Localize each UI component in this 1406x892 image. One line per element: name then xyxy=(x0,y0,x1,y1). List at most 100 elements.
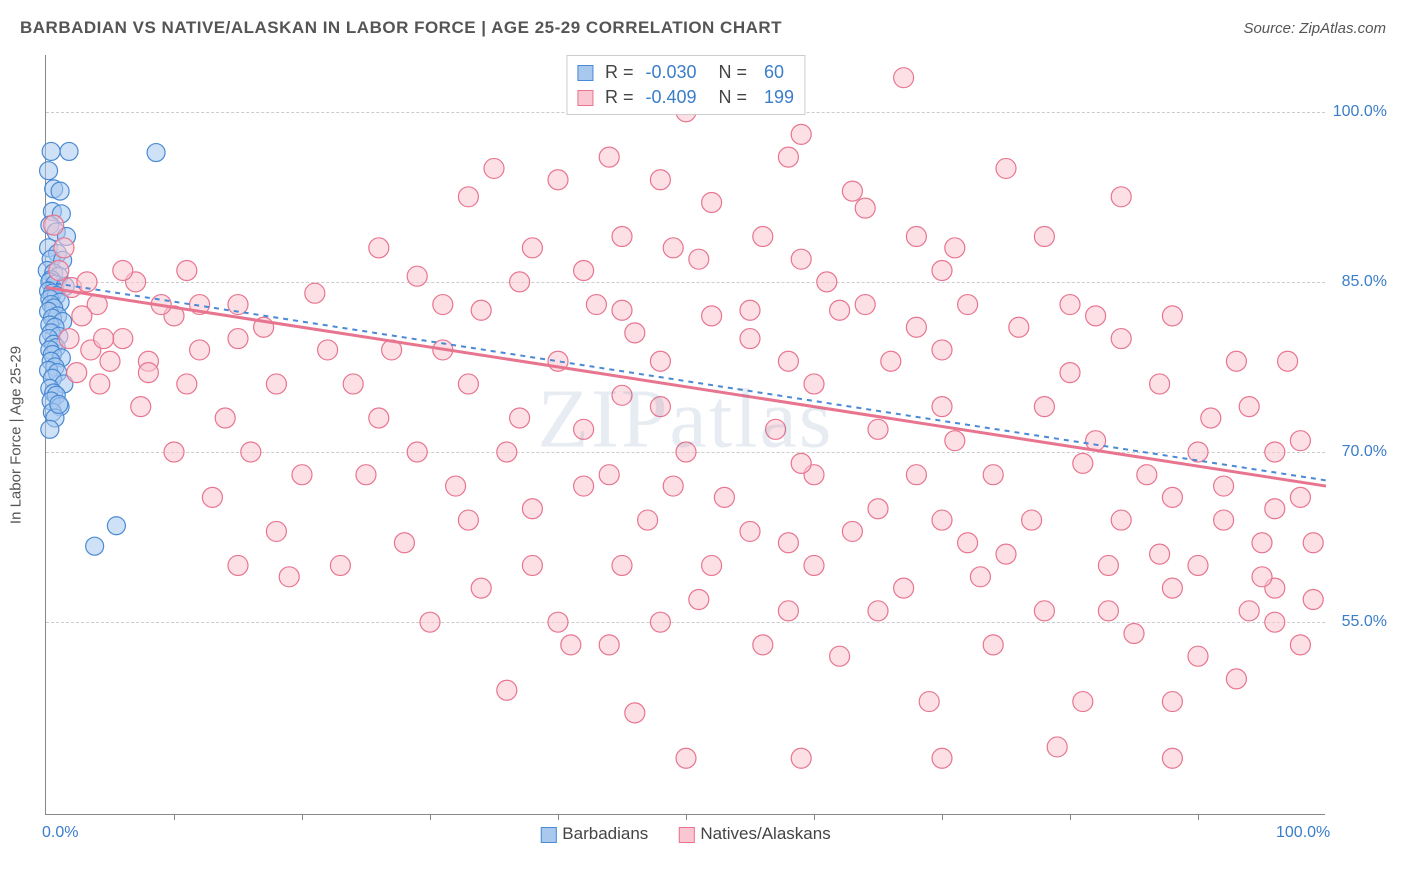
x-tick-mark xyxy=(1198,814,1199,820)
data-point xyxy=(983,635,1003,655)
legend-r-value: -0.409 xyxy=(645,85,696,110)
data-point xyxy=(1162,306,1182,326)
data-point xyxy=(932,261,952,281)
data-point xyxy=(1214,510,1234,530)
data-point xyxy=(40,162,58,180)
x-tick-mark xyxy=(686,814,687,820)
data-point xyxy=(292,465,312,485)
data-point xyxy=(778,147,798,167)
data-point xyxy=(147,144,165,162)
data-point xyxy=(113,261,133,281)
data-point xyxy=(945,431,965,451)
data-point xyxy=(51,182,69,200)
y-tick-label: 85.0% xyxy=(1342,273,1387,291)
x-tick-mark xyxy=(430,814,431,820)
data-point xyxy=(791,748,811,768)
data-point xyxy=(1214,476,1234,496)
data-point xyxy=(599,465,619,485)
data-point xyxy=(676,442,696,462)
data-point xyxy=(497,680,517,700)
data-point xyxy=(702,192,722,212)
legend-stats-row: R = -0.409 N = 199 xyxy=(577,85,794,110)
y-tick-label: 55.0% xyxy=(1342,613,1387,631)
data-point xyxy=(1265,612,1285,632)
data-point xyxy=(663,476,683,496)
data-point xyxy=(906,317,926,337)
data-point xyxy=(791,249,811,269)
data-point xyxy=(663,238,683,258)
bottom-legend-label: Barbadians xyxy=(562,824,648,843)
x-tick-mark xyxy=(302,814,303,820)
data-point xyxy=(1073,692,1093,712)
chart-title: BARBADIAN VS NATIVE/ALASKAN IN LABOR FOR… xyxy=(20,18,782,38)
data-point xyxy=(202,487,222,507)
data-point xyxy=(650,170,670,190)
data-point xyxy=(996,158,1016,178)
data-point xyxy=(318,340,338,360)
data-point xyxy=(1060,295,1080,315)
source-attribution: Source: ZipAtlas.com xyxy=(1243,20,1386,37)
x-tick-mark xyxy=(942,814,943,820)
data-point xyxy=(59,329,79,349)
data-point xyxy=(830,646,850,666)
data-point xyxy=(932,397,952,417)
data-point xyxy=(932,748,952,768)
data-point xyxy=(433,295,453,315)
x-tick-label: 100.0% xyxy=(1276,824,1330,842)
data-point xyxy=(740,300,760,320)
data-point xyxy=(1162,692,1182,712)
data-point xyxy=(830,300,850,320)
data-point xyxy=(612,226,632,246)
data-point xyxy=(44,215,64,235)
data-point xyxy=(625,703,645,723)
legend-r-value: -0.030 xyxy=(645,60,696,85)
legend-swatch xyxy=(577,90,593,106)
plot-area: In Labor Force | Age 25-29 55.0%70.0%85.… xyxy=(45,55,1325,815)
data-point xyxy=(1162,748,1182,768)
data-point xyxy=(394,533,414,553)
data-point xyxy=(932,340,952,360)
data-point xyxy=(1111,329,1131,349)
data-point xyxy=(612,300,632,320)
data-point xyxy=(778,351,798,371)
bottom-legend-item: Barbadians xyxy=(540,824,648,844)
x-tick-mark xyxy=(174,814,175,820)
data-point xyxy=(1226,351,1246,371)
data-point xyxy=(94,329,114,349)
data-point xyxy=(804,374,824,394)
data-point xyxy=(90,374,110,394)
data-point xyxy=(369,238,389,258)
data-point xyxy=(86,537,104,555)
data-point xyxy=(458,510,478,530)
data-point xyxy=(1278,351,1298,371)
data-point xyxy=(54,238,74,258)
data-point xyxy=(778,601,798,621)
data-point xyxy=(612,385,632,405)
data-point xyxy=(1009,317,1029,337)
data-point xyxy=(868,601,888,621)
data-point xyxy=(791,453,811,473)
legend-r-label: R = xyxy=(605,60,634,85)
data-point xyxy=(574,261,594,281)
data-point xyxy=(753,635,773,655)
data-point xyxy=(791,124,811,144)
data-point xyxy=(522,238,542,258)
data-point xyxy=(1188,442,1208,462)
x-tick-mark xyxy=(1070,814,1071,820)
data-point xyxy=(72,306,92,326)
data-point xyxy=(650,397,670,417)
data-point xyxy=(740,521,760,541)
data-point xyxy=(407,442,427,462)
data-point xyxy=(894,578,914,598)
data-point xyxy=(1290,431,1310,451)
data-point xyxy=(868,419,888,439)
data-point xyxy=(266,521,286,541)
legend-n-value: 60 xyxy=(759,60,784,85)
data-point xyxy=(881,351,901,371)
legend-r-label: R = xyxy=(605,85,634,110)
data-point xyxy=(1303,533,1323,553)
data-point xyxy=(164,442,184,462)
data-point xyxy=(510,272,530,292)
bottom-legend-item: Natives/Alaskans xyxy=(678,824,830,844)
data-point xyxy=(279,567,299,587)
